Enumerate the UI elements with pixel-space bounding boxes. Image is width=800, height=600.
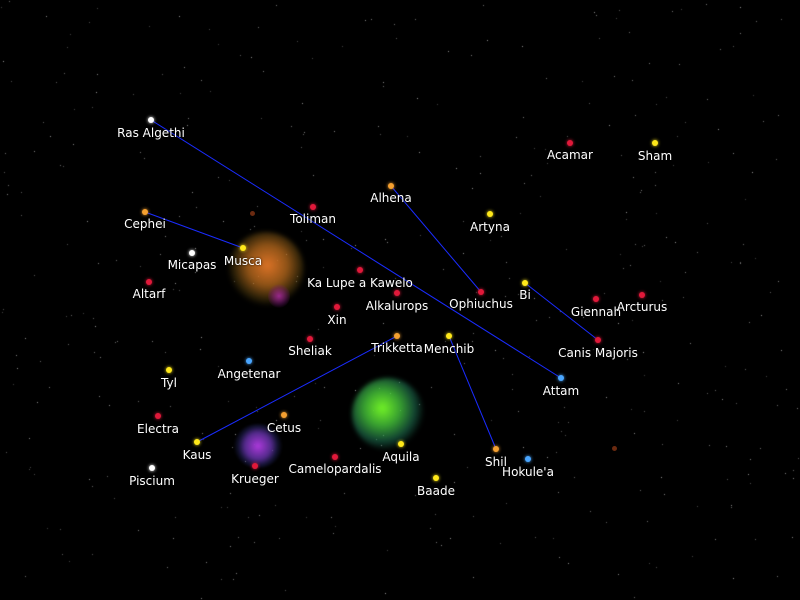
star-alkalurops[interactable] <box>394 290 400 296</box>
star-ras-algethi[interactable] <box>148 117 154 123</box>
star-altarf[interactable] <box>146 279 152 285</box>
star-giennah[interactable] <box>593 296 599 302</box>
star-label-ras-algethi[interactable]: Ras Algethi <box>117 126 185 140</box>
star-label-giennah[interactable]: Giennah <box>570 305 622 319</box>
star-ka-lupe-a-kawelo[interactable] <box>357 267 363 273</box>
star-label-xin[interactable]: Xin <box>327 313 347 327</box>
star-camelopardalis[interactable] <box>332 454 338 460</box>
star-label-aquila[interactable]: Aquila <box>382 450 420 464</box>
star-label-baade[interactable]: Baade <box>417 484 455 498</box>
star-label-ka-lupe-a-kawelo[interactable]: Ka Lupe a Kawelo <box>307 276 413 290</box>
star-ophiuchus[interactable] <box>478 289 484 295</box>
star-label-musca[interactable]: Musca <box>223 254 263 268</box>
star-label-hokule-a[interactable]: Hokule'a <box>502 465 554 479</box>
star-label-krueger[interactable]: Krueger <box>231 472 279 486</box>
star-arcturus[interactable] <box>639 292 645 298</box>
hyperlane-trikketta-kaus <box>196 335 398 443</box>
star-label-altarf[interactable]: Altarf <box>132 287 166 301</box>
star-toliman[interactable] <box>310 204 316 210</box>
hyperlane-cephei-musca <box>144 211 244 249</box>
star-label-arcturus[interactable]: Arcturus <box>616 300 668 314</box>
star-canis-majoris[interactable] <box>595 337 601 343</box>
star-label-alkalurops[interactable]: Alkalurops <box>365 299 429 313</box>
star-label-trikketta[interactable]: Trikketta <box>371 341 423 355</box>
star-label-sheliak[interactable]: Sheliak <box>288 344 332 358</box>
star-cetus[interactable] <box>281 412 287 418</box>
distant-object <box>250 211 255 216</box>
star-baade[interactable] <box>433 475 439 481</box>
star-kaus[interactable] <box>194 439 200 445</box>
star-label-attam[interactable]: Attam <box>542 384 580 398</box>
star-bi[interactable] <box>522 280 528 286</box>
star-label-angetenar[interactable]: Angetenar <box>217 367 281 381</box>
distant-object <box>612 446 617 451</box>
star-label-shil[interactable]: Shil <box>485 455 507 469</box>
star-aquila[interactable] <box>398 441 404 447</box>
star-label-toliman[interactable]: Toliman <box>290 212 336 226</box>
star-label-canis-majoris[interactable]: Canis Majoris <box>558 346 638 360</box>
star-tyl[interactable] <box>166 367 172 373</box>
hyperlane-bi-canis-majoris <box>524 282 599 341</box>
star-label-bi[interactable]: Bi <box>519 288 531 302</box>
star-cephei[interactable] <box>142 209 148 215</box>
star-micapas[interactable] <box>189 250 195 256</box>
star-label-ophiuchus[interactable]: Ophiuchus <box>449 297 513 311</box>
hyperlane-alhena-ophiuchus <box>390 185 482 293</box>
star-label-camelopardalis[interactable]: Camelopardalis <box>288 462 382 476</box>
star-label-artyna[interactable]: Artyna <box>470 220 510 234</box>
star-label-tyl[interactable]: Tyl <box>161 376 177 390</box>
star-label-kaus[interactable]: Kaus <box>182 448 212 462</box>
star-label-acamar[interactable]: Acamar <box>547 148 593 162</box>
star-xin[interactable] <box>334 304 340 310</box>
star-shil[interactable] <box>493 446 499 452</box>
star-attam[interactable] <box>558 375 564 381</box>
star-label-cetus[interactable]: Cetus <box>266 421 302 435</box>
star-label-cephei[interactable]: Cephei <box>124 217 166 231</box>
star-label-micapas[interactable]: Micapas <box>167 258 217 272</box>
star-hokule-a[interactable] <box>525 456 531 462</box>
star-krueger[interactable] <box>252 463 258 469</box>
star-sheliak[interactable] <box>307 336 313 342</box>
star-electra[interactable] <box>155 413 161 419</box>
hyperlane-menchib-shil <box>448 335 497 450</box>
star-label-electra[interactable]: Electra <box>137 422 179 436</box>
star-trikketta[interactable] <box>394 333 400 339</box>
star-menchib[interactable] <box>446 333 452 339</box>
star-label-alhena[interactable]: Alhena <box>370 191 412 205</box>
star-alhena[interactable] <box>388 183 394 189</box>
star-musca[interactable] <box>240 245 246 251</box>
star-label-menchib[interactable]: Menchib <box>423 342 475 356</box>
star-piscium[interactable] <box>149 465 155 471</box>
star-sham[interactable] <box>652 140 658 146</box>
star-label-piscium[interactable]: Piscium <box>129 474 175 488</box>
star-artyna[interactable] <box>487 211 493 217</box>
star-label-sham[interactable]: Sham <box>637 149 673 163</box>
star-acamar[interactable] <box>567 140 573 146</box>
hyperlane-ras-algethi-attam <box>150 119 562 379</box>
star-angetenar[interactable] <box>246 358 252 364</box>
